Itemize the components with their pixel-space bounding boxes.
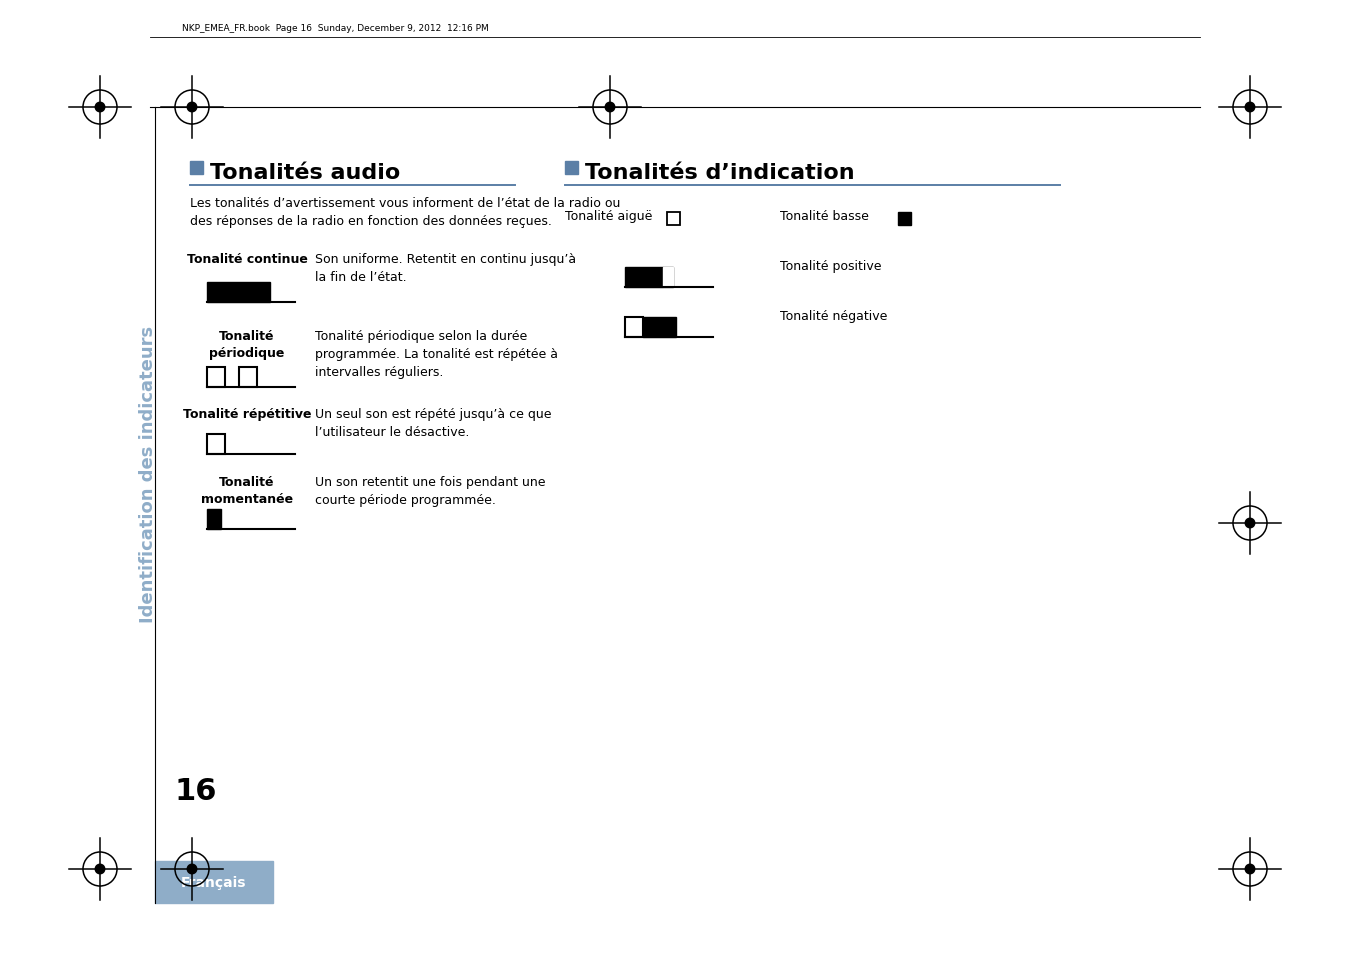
Text: Tonalité aiguë: Tonalité aiguë (566, 210, 652, 223)
Circle shape (1245, 103, 1254, 112)
Text: Tonalités audio: Tonalités audio (211, 163, 400, 183)
Text: Tonalités d’indication: Tonalités d’indication (585, 163, 855, 183)
Bar (207, 510, 221, 530)
Circle shape (188, 103, 197, 112)
FancyBboxPatch shape (625, 317, 643, 337)
Circle shape (1245, 864, 1254, 874)
Bar (898, 213, 911, 226)
Text: Un seul son est répété jusqu’à ce que
l’utilisateur le désactive.: Un seul son est répété jusqu’à ce que l’… (315, 408, 552, 438)
Text: Tonalité
périodique: Tonalité périodique (209, 330, 285, 359)
Text: Tonalité basse: Tonalité basse (780, 210, 869, 223)
Bar (155, 862, 273, 903)
Text: Tonalité périodique selon la durée
programmée. La tonalité est répétée à
interva: Tonalité périodique selon la durée progr… (315, 330, 558, 378)
Text: NKP_EMEA_FR.book  Page 16  Sunday, December 9, 2012  12:16 PM: NKP_EMEA_FR.book Page 16 Sunday, Decembe… (182, 24, 489, 33)
Text: Tonalité négative: Tonalité négative (780, 310, 887, 323)
Text: Identification des indicateurs: Identification des indicateurs (139, 325, 157, 622)
Circle shape (188, 864, 197, 874)
Circle shape (1245, 518, 1254, 528)
Text: Tonalité répétitive: Tonalité répétitive (182, 408, 312, 420)
Text: Français: Français (181, 875, 247, 889)
Text: Son uniforme. Retentit en continu jusqu’à
la fin de l’état.: Son uniforme. Retentit en continu jusqu’… (315, 253, 576, 284)
Text: 16: 16 (176, 776, 217, 805)
Bar (625, 268, 674, 288)
Bar (566, 162, 578, 174)
Bar (190, 162, 202, 174)
Text: Tonalité
momentanée: Tonalité momentanée (201, 476, 293, 505)
Text: Tonalité positive: Tonalité positive (780, 260, 882, 273)
Text: Les tonalités d’avertissement vous informent de l’état de la radio ou
des répons: Les tonalités d’avertissement vous infor… (190, 196, 621, 228)
Bar (207, 283, 270, 303)
FancyBboxPatch shape (667, 213, 680, 226)
Circle shape (605, 103, 614, 112)
Circle shape (96, 864, 105, 874)
Text: Un son retentit une fois pendant une
courte période programmée.: Un son retentit une fois pendant une cou… (315, 476, 545, 506)
Text: Tonalité continue: Tonalité continue (186, 253, 308, 266)
Bar (643, 317, 676, 337)
Circle shape (96, 103, 105, 112)
Bar (663, 268, 674, 288)
